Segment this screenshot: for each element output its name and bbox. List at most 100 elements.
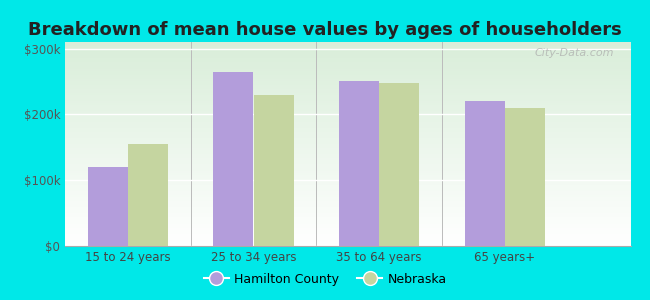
- Bar: [65, 126, 630, 128]
- Bar: [65, 234, 630, 236]
- Bar: [65, 136, 630, 138]
- Text: Breakdown of mean house values by ages of householders: Breakdown of mean house values by ages o…: [28, 21, 622, 39]
- Bar: [65, 199, 630, 201]
- Bar: [65, 218, 630, 220]
- Bar: [65, 185, 630, 187]
- Bar: [65, 77, 630, 79]
- Bar: [65, 203, 630, 205]
- Bar: [65, 89, 630, 91]
- Bar: [65, 99, 630, 101]
- Bar: [65, 81, 630, 83]
- Bar: [65, 175, 630, 177]
- Bar: [65, 52, 630, 54]
- Bar: [505, 108, 545, 246]
- Bar: [65, 87, 630, 89]
- Bar: [65, 226, 630, 228]
- Bar: [65, 220, 630, 221]
- Bar: [65, 150, 630, 152]
- Bar: [65, 67, 630, 68]
- Bar: [65, 58, 630, 60]
- Bar: [65, 158, 630, 160]
- Bar: [65, 213, 630, 215]
- Bar: [65, 211, 630, 213]
- Bar: [65, 193, 630, 195]
- Bar: [65, 167, 630, 169]
- Bar: [65, 140, 630, 142]
- Bar: [254, 94, 294, 246]
- Bar: [65, 146, 630, 148]
- Bar: [65, 79, 630, 81]
- Bar: [65, 91, 630, 93]
- Bar: [65, 62, 630, 64]
- Bar: [65, 201, 630, 203]
- Bar: [65, 195, 630, 197]
- Bar: [65, 207, 630, 209]
- Bar: [65, 85, 630, 87]
- Bar: [65, 179, 630, 181]
- Bar: [65, 221, 630, 224]
- Bar: [65, 205, 630, 207]
- Bar: [65, 124, 630, 126]
- Bar: [65, 152, 630, 154]
- Bar: [65, 148, 630, 150]
- Bar: [65, 170, 630, 172]
- Bar: [465, 101, 505, 246]
- Bar: [65, 154, 630, 156]
- Bar: [65, 169, 630, 170]
- Bar: [65, 209, 630, 211]
- Bar: [65, 116, 630, 118]
- Bar: [65, 75, 630, 77]
- Bar: [65, 244, 630, 246]
- Bar: [65, 128, 630, 130]
- Bar: [65, 122, 630, 124]
- Bar: [65, 238, 630, 240]
- Bar: [65, 224, 630, 226]
- Bar: [65, 187, 630, 189]
- Bar: [65, 144, 630, 146]
- Bar: [213, 72, 254, 246]
- Bar: [65, 230, 630, 232]
- Bar: [65, 119, 630, 122]
- Legend: Hamilton County, Nebraska: Hamilton County, Nebraska: [198, 268, 452, 291]
- Bar: [65, 240, 630, 242]
- Bar: [128, 144, 168, 246]
- Bar: [65, 130, 630, 132]
- Bar: [65, 101, 630, 103]
- Bar: [65, 44, 630, 46]
- Bar: [65, 111, 630, 113]
- Bar: [65, 50, 630, 52]
- Bar: [65, 215, 630, 217]
- Bar: [65, 191, 630, 193]
- Bar: [379, 83, 419, 246]
- Bar: [65, 113, 630, 116]
- Bar: [65, 138, 630, 140]
- Bar: [65, 70, 630, 73]
- Bar: [65, 181, 630, 183]
- Bar: [65, 134, 630, 136]
- Bar: [65, 189, 630, 191]
- Bar: [65, 164, 630, 166]
- Bar: [65, 105, 630, 107]
- Bar: [65, 54, 630, 56]
- Bar: [65, 156, 630, 158]
- Bar: [65, 83, 630, 85]
- Bar: [65, 103, 630, 105]
- Bar: [65, 48, 630, 50]
- Bar: [65, 68, 630, 70]
- Bar: [65, 42, 630, 44]
- Bar: [65, 232, 630, 234]
- Bar: [65, 177, 630, 179]
- Bar: [65, 107, 630, 109]
- Bar: [65, 73, 630, 75]
- Bar: [65, 56, 630, 58]
- Bar: [65, 46, 630, 48]
- Bar: [339, 82, 379, 246]
- Bar: [88, 167, 128, 246]
- Bar: [65, 160, 630, 162]
- Bar: [65, 197, 630, 199]
- Bar: [65, 118, 630, 119]
- Bar: [65, 236, 630, 238]
- Bar: [65, 228, 630, 230]
- Bar: [65, 95, 630, 97]
- Bar: [65, 109, 630, 111]
